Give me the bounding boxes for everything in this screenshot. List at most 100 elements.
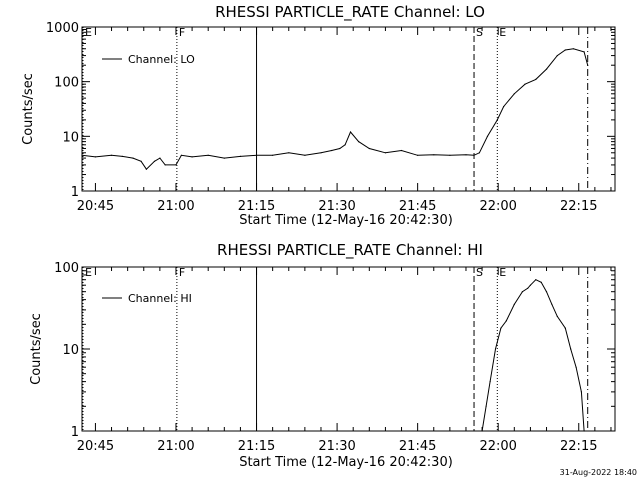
- time-marker-label: S: [476, 26, 483, 39]
- data-point: [191, 156, 193, 158]
- data-point: [417, 154, 419, 156]
- panel-lo-plot-frame: [81, 26, 616, 192]
- data-point: [556, 55, 558, 57]
- data-point: [545, 68, 548, 70]
- data-point: [540, 281, 542, 283]
- x-tick-label: 22:15: [560, 439, 597, 454]
- x-tick-label: 20:45: [77, 439, 114, 454]
- data-point: [239, 155, 241, 157]
- data-point: [545, 291, 548, 293]
- data-point: [140, 160, 142, 162]
- data-point: [400, 149, 403, 152]
- data-point: [368, 147, 370, 150]
- data-point: [496, 119, 498, 121]
- data-point: [527, 287, 529, 289]
- data-point: [556, 315, 558, 317]
- x-tick-label: 21:45: [399, 439, 436, 454]
- data-point: [535, 78, 537, 80]
- panel-lo-series: [81, 48, 589, 170]
- panel-lo-y-axis: 1 10 100 1000: [46, 21, 615, 200]
- data-point: [358, 141, 360, 143]
- data-point: [164, 164, 166, 166]
- data-point: [583, 51, 585, 53]
- data-point: [304, 154, 306, 156]
- panel-lo-x-axis: 20:45 21:00 21:15 21:30 21:45 22:00 22:15: [77, 27, 612, 214]
- data-point: [513, 303, 515, 305]
- x-tick-label: 21:30: [318, 439, 355, 454]
- panel-lo-legend: Channel: LO: [102, 53, 195, 66]
- y-tick-label: 1: [71, 185, 79, 200]
- x-tick-label: 21:45: [399, 199, 436, 214]
- time-marker-label: F: [179, 26, 185, 39]
- panel-hi-series: [481, 279, 585, 432]
- data-point: [349, 131, 352, 133]
- panel-hi-title: RHESSI PARTICLE_RATE Channel: HI: [217, 241, 483, 260]
- x-tick-label: 22:15: [560, 199, 597, 214]
- data-point: [564, 327, 566, 329]
- x-tick-label: 21:00: [157, 439, 194, 454]
- data-point: [473, 154, 475, 156]
- time-marker-label: E: [85, 26, 92, 39]
- data-point: [564, 49, 566, 51]
- x-tick-label: 21:30: [318, 199, 355, 214]
- data-point: [529, 284, 532, 286]
- y-tick-label: 10: [62, 343, 79, 358]
- data-point: [175, 164, 177, 166]
- time-marker-label: S: [476, 266, 483, 279]
- data-point: [535, 279, 537, 281]
- data-point: [575, 366, 577, 368]
- data-point: [320, 152, 322, 154]
- panel-lo: RHESSI PARTICLE_RATE Channel: LO 1101001…: [21, 3, 616, 228]
- panel-lo-title: RHESSI PARTICLE_RATE Channel: LO: [215, 3, 485, 22]
- panel-lo-x-label: Start Time (12-May-16 20:42:30): [239, 213, 453, 228]
- data-point: [494, 348, 497, 350]
- data-point: [153, 160, 156, 162]
- y-tick-label: 100: [54, 261, 79, 276]
- data-point: [145, 168, 147, 170]
- data-point: [513, 93, 515, 95]
- time-marker-label: E: [499, 266, 506, 279]
- data-point: [121, 155, 123, 157]
- data-point: [81, 154, 83, 156]
- data-point: [489, 381, 491, 383]
- data-point: [500, 327, 502, 329]
- y-tick-label: 1000: [46, 21, 79, 36]
- time-marker-label: F: [179, 266, 185, 279]
- data-point: [485, 405, 487, 407]
- series-line: [81, 48, 589, 170]
- data-point: [132, 157, 134, 159]
- panel-hi-legend: Channel: HI: [102, 292, 192, 305]
- data-point: [551, 303, 553, 305]
- data-point: [331, 149, 333, 152]
- y-tick-label: 1: [71, 425, 79, 440]
- data-point: [570, 348, 572, 350]
- data-point: [505, 320, 507, 322]
- data-point: [159, 157, 161, 159]
- data-point: [207, 154, 209, 156]
- data-point: [339, 147, 341, 150]
- data-point: [587, 64, 589, 66]
- panel-hi-legend-label: Channel: HI: [128, 292, 192, 305]
- time-marker-label: E: [499, 26, 506, 39]
- panel-hi-y-axis: 1 10 100: [54, 261, 615, 440]
- data-point: [255, 154, 258, 156]
- data-point: [223, 157, 225, 159]
- data-point: [580, 391, 583, 393]
- data-point: [465, 154, 467, 156]
- data-point: [583, 430, 585, 432]
- data-point: [572, 48, 575, 50]
- panel-hi-x-axis: 20:45 21:00 21:15 21:30 21:45 22:00 22:15: [77, 267, 612, 454]
- x-tick-label: 20:45: [77, 199, 114, 214]
- data-point: [449, 154, 451, 156]
- data-point: [272, 154, 274, 156]
- x-tick-label: 22:00: [479, 439, 516, 454]
- data-point: [180, 154, 182, 156]
- data-point: [486, 135, 489, 137]
- data-point: [524, 83, 526, 85]
- data-point: [344, 144, 346, 146]
- panel-hi-x-label: Start Time (12-May-16 20:42:30): [239, 455, 453, 470]
- data-point: [521, 291, 524, 293]
